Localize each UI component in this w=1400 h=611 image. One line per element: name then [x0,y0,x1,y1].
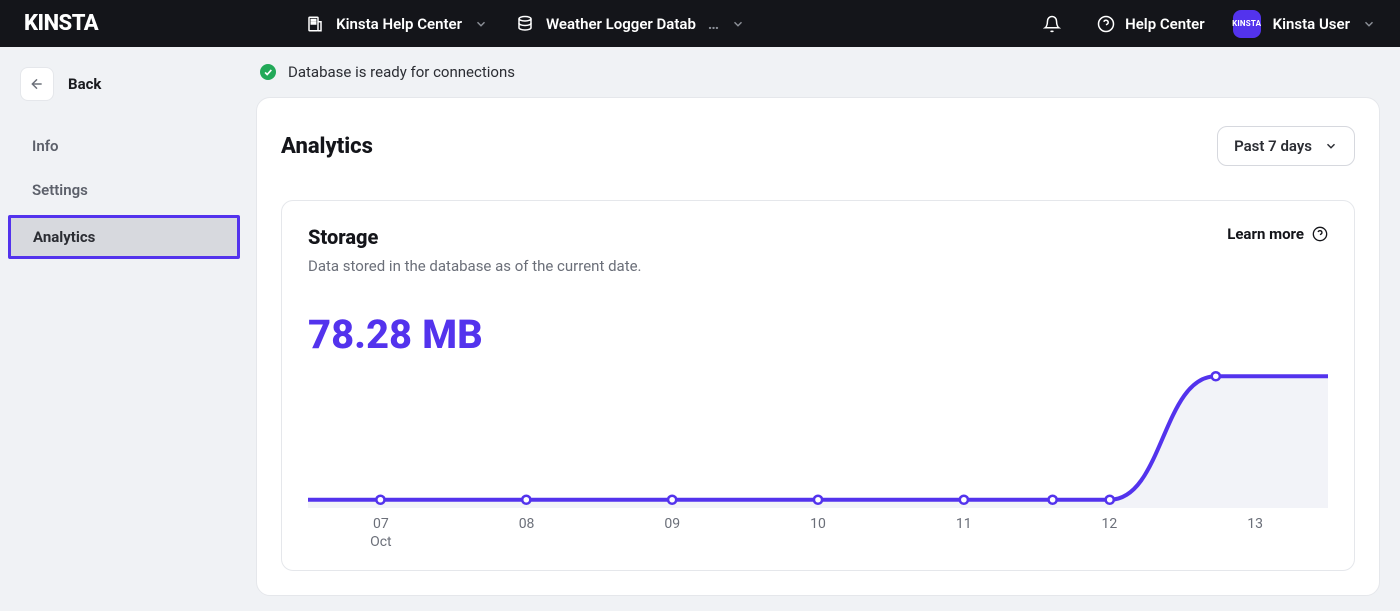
storage-chart [308,368,1328,508]
analytics-card: Analytics Past 7 days Storage Data store… [256,97,1380,596]
x-axis-tick: 12 [1037,516,1183,550]
topbar-left-group: Kinsta Help Center Weather Logger Datab … [306,15,745,33]
company-selector-label: Kinsta Help Center [336,15,462,33]
help-icon [1312,226,1328,242]
storage-title: Storage [308,225,642,249]
sidebar: Back Info Settings Analytics [0,47,256,611]
x-axis-tick: 13 [1182,516,1328,550]
storage-chart-x-axis: 07 Oct080910111213 [308,516,1328,550]
learn-more-label: Learn more [1227,225,1304,243]
bell-icon [1043,15,1061,33]
status-row: Database is ready for connections [256,47,1380,97]
x-axis-tick: 08 [454,516,600,550]
back-label: Back [68,75,101,93]
body: Back Info Settings Analytics Database is… [0,47,1400,611]
sidebar-item-analytics[interactable]: Analytics [8,215,240,259]
building-icon [306,15,324,33]
analytics-title: Analytics [281,134,373,159]
avatar: KINSTA [1233,10,1261,38]
x-axis-tick: 09 [599,516,745,550]
notifications-button[interactable] [1035,7,1069,41]
database-selector[interactable]: Weather Logger Datab … [516,15,745,33]
chevron-down-icon [474,17,488,31]
side-nav: Info Settings Analytics [20,127,244,259]
arrow-left-icon [29,76,45,92]
period-select-label: Past 7 days [1234,137,1312,155]
x-axis-tick: 07 [308,516,454,532]
help-center-link[interactable]: Help Center [1097,15,1205,33]
database-selector-label: Weather Logger Datab [546,15,696,33]
x-axis-tick: 10 [745,516,891,550]
storage-subtitle: Data stored in the database as of the cu… [308,257,642,275]
storage-metric: 78.28 MB [308,311,1328,358]
company-selector[interactable]: Kinsta Help Center [306,15,488,33]
user-name: Kinsta User [1273,15,1350,33]
storage-panel-header: Storage Data stored in the database as o… [308,225,1328,275]
ellipsis-icon: … [708,15,719,33]
sidebar-item-settings[interactable]: Settings [20,171,244,209]
x-axis-sublabel: Oct [308,534,454,550]
status-text: Database is ready for connections [288,63,515,81]
topbar: KINSTA Kinsta Help Center Weather Logger… [0,0,1400,47]
back-button-group: Back [20,67,244,101]
sidebar-item-info[interactable]: Info [20,127,244,165]
chevron-down-icon [1362,17,1376,31]
main: Database is ready for connections Analyt… [256,47,1400,611]
help-center-label: Help Center [1125,15,1205,33]
chevron-down-icon [1324,139,1338,153]
logo: KINSTA [24,11,98,36]
period-select[interactable]: Past 7 days [1217,126,1355,166]
help-icon [1097,15,1115,33]
back-button[interactable] [20,67,54,101]
chevron-down-icon [731,17,745,31]
status-success-icon [260,64,276,80]
learn-more-link[interactable]: Learn more [1227,225,1328,243]
database-icon [516,15,534,33]
user-menu[interactable]: KINSTA Kinsta User [1233,10,1376,38]
x-axis-tick: 11 [891,516,1037,550]
storage-panel: Storage Data stored in the database as o… [281,200,1355,571]
analytics-card-header: Analytics Past 7 days [281,126,1355,166]
sidebar-item-label: Analytics [11,218,237,256]
